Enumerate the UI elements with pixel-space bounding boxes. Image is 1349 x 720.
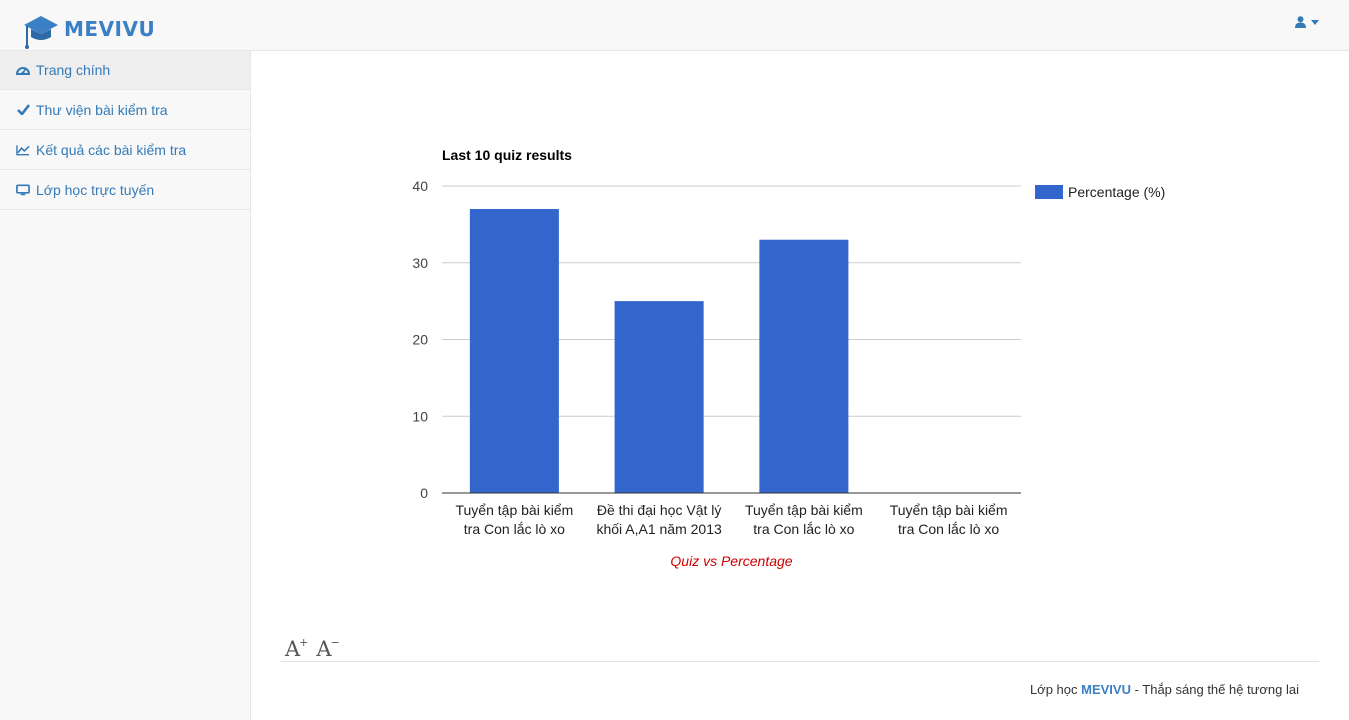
y-tick-label: 10	[412, 408, 428, 424]
y-tick-label: 40	[412, 178, 428, 194]
user-menu-dropdown[interactable]	[1295, 16, 1319, 28]
x-tick-label: tra Con lắc lò xo	[753, 521, 854, 537]
x-axis-label: Quiz vs Percentage	[670, 553, 792, 569]
sidebar: Trang chính Thư viện bài kiểm tra Kết qu…	[0, 51, 251, 720]
x-tick-label: khối A,A1 năm 2013	[596, 521, 722, 537]
y-tick-label: 0	[420, 485, 428, 501]
brand-name: MEVIVU	[64, 17, 156, 41]
x-tick-label: Tuyển tập bài kiểm	[745, 502, 863, 518]
chart-title: Last 10 quiz results	[442, 147, 572, 163]
y-tick-label: 30	[412, 255, 428, 271]
sidebar-item-quiz-results[interactable]: Kết quả các bài kiểm tra	[0, 130, 250, 170]
top-navbar: MEVIVU	[0, 0, 1349, 51]
y-tick-label: 20	[412, 332, 428, 348]
x-tick-label: Tuyển tập bài kiểm	[890, 502, 1008, 518]
bar-chart-svg: Last 10 quiz results 0 10 20 30 40 Tuyển tập b…	[412, 147, 1165, 569]
decrease-font-button[interactable]: A−	[316, 630, 339, 662]
footer-suffix: - Thắp sáng thế hệ tương lai	[1130, 682, 1299, 697]
footer-brand: MEVIVU	[1081, 682, 1131, 697]
increase-font-sign: +	[299, 636, 309, 649]
decrease-font-sign: −	[330, 636, 340, 649]
line-chart-icon	[16, 143, 30, 157]
footer-prefix: Lớp học	[1029, 682, 1082, 697]
font-size-controls: A+ A−	[285, 630, 340, 662]
desktop-icon	[16, 183, 30, 197]
x-tick-label: tra Con lắc lò xo	[898, 521, 999, 537]
bar	[614, 301, 704, 493]
check-icon	[16, 103, 30, 117]
quiz-results-chart: Last 10 quiz results 0 10 20 30 40 Tuyển tập b…	[380, 135, 1260, 585]
legend-swatch	[1035, 185, 1063, 199]
x-tick-label: tra Con lắc lò xo	[464, 521, 565, 537]
sidebar-item-label: Kết quả các bài kiểm tra	[36, 141, 187, 158]
sidebar-item-home[interactable]: Trang chính	[0, 51, 250, 90]
decrease-font-label: A	[316, 637, 332, 661]
footer-divider	[281, 661, 1319, 662]
graduation-cap-icon	[24, 16, 58, 49]
caret-down-icon	[1311, 19, 1319, 25]
x-tick-label: Đề thi đại học Vật lý	[597, 502, 722, 518]
dashboard-icon	[16, 63, 30, 77]
legend-label: Percentage (%)	[1068, 184, 1165, 200]
bar	[759, 239, 849, 493]
sidebar-item-label: Thư viện bài kiểm tra	[36, 101, 168, 118]
bar	[469, 209, 559, 493]
increase-font-label: A	[285, 637, 301, 661]
user-icon	[1295, 16, 1306, 28]
sidebar-item-label: Trang chính	[36, 62, 111, 78]
sidebar-item-label: Lớp học trực tuyến	[36, 181, 155, 198]
footer: Lớp học MEVIVU - Thắp sáng thế hệ tương …	[1030, 682, 1299, 697]
increase-font-button[interactable]: A+	[285, 630, 308, 662]
x-tick-label: Tuyển tập bài kiểm	[455, 502, 573, 518]
brand-logo[interactable]: MEVIVU	[22, 14, 155, 50]
sidebar-item-online-class[interactable]: Lớp học trực tuyến	[0, 170, 250, 210]
sidebar-item-quiz-library[interactable]: Thư viện bài kiểm tra	[0, 90, 250, 130]
